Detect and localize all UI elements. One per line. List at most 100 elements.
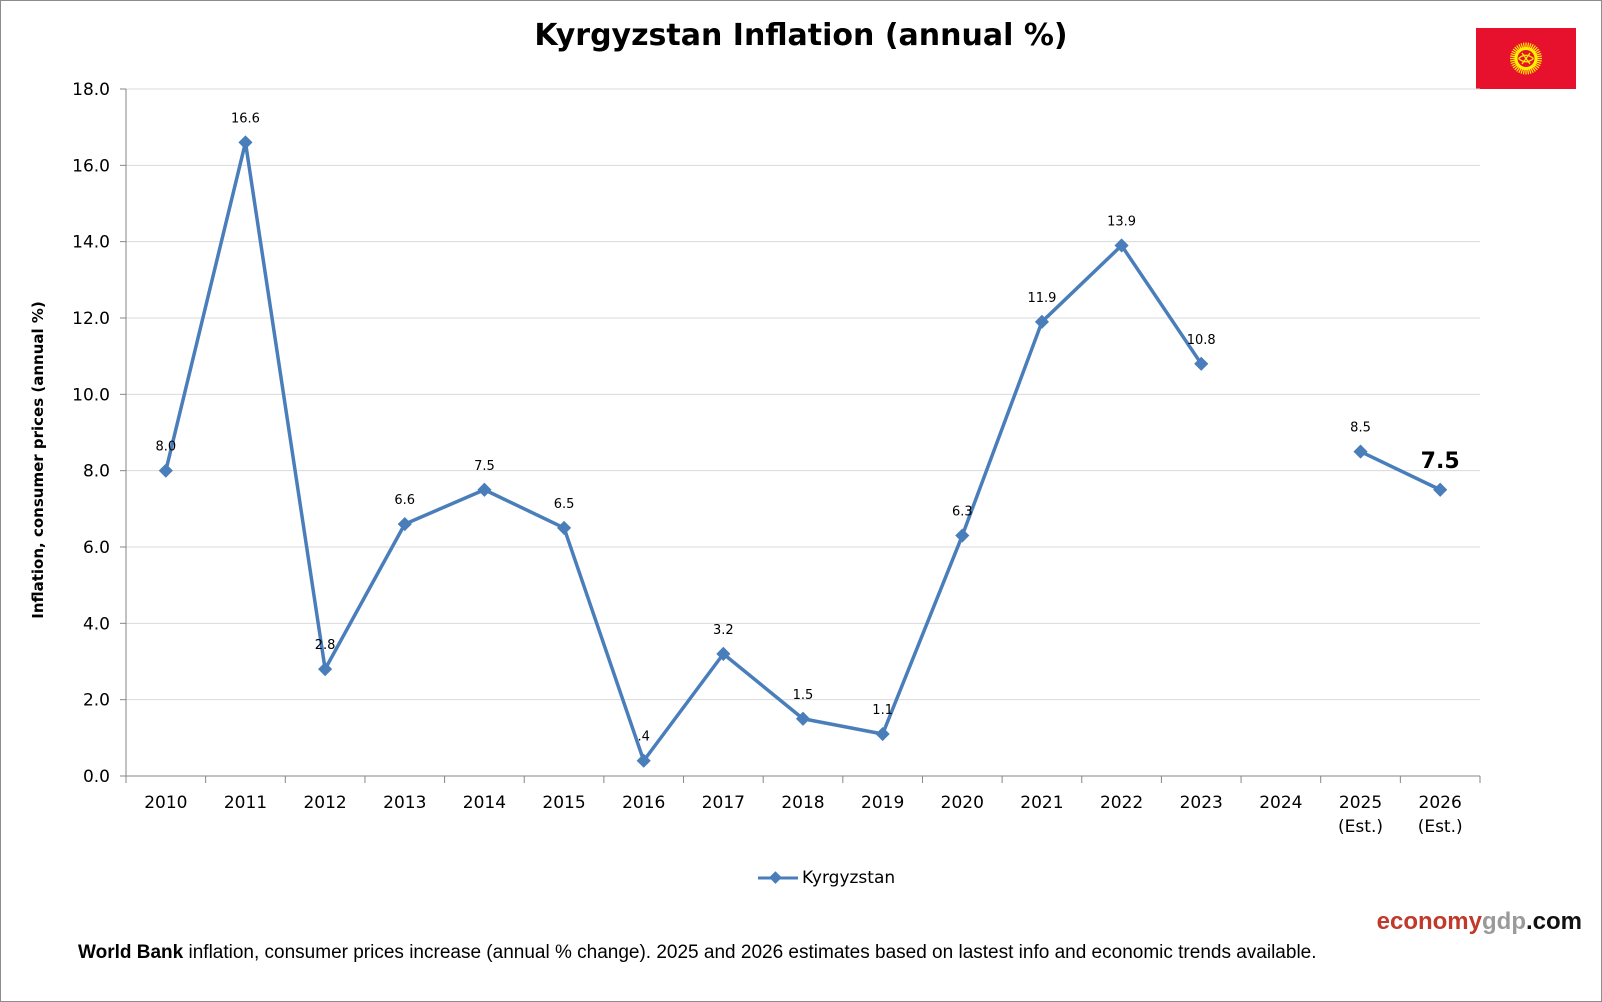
flag-ray — [1528, 43, 1532, 49]
flag-ray — [1536, 52, 1542, 56]
flag-ray — [1527, 42, 1530, 48]
data-label: 2.8 — [315, 638, 336, 653]
flag-ray — [1520, 68, 1524, 74]
data-label: 7.5 — [474, 459, 495, 474]
data-label: .4 — [638, 730, 650, 745]
x-tick-label: 2017 — [702, 793, 745, 813]
flag-ray — [1514, 46, 1519, 52]
data-label: 6.5 — [554, 497, 575, 512]
y-tick-label: 8.0 — [83, 462, 110, 482]
flag-ray — [1531, 45, 1536, 50]
y-tick-label: 0.0 — [83, 767, 110, 787]
flag-ray — [1516, 67, 1521, 72]
flag-ray — [1511, 50, 1517, 55]
x-tick-label: 2021 — [1020, 793, 1063, 813]
data-point — [716, 646, 731, 661]
data-point — [1114, 238, 1129, 253]
y-tick-label: 12.0 — [72, 309, 110, 329]
data-point — [1194, 356, 1209, 371]
data-point — [238, 135, 253, 150]
x-tick-label: 2025 — [1339, 793, 1382, 813]
flag-ray — [1512, 64, 1518, 69]
x-tick-label: 2016 — [622, 793, 665, 813]
data-label: 6.6 — [394, 493, 415, 508]
flag-ray — [1536, 59, 1542, 62]
data-label: 1.1 — [872, 703, 893, 718]
data-label: 11.9 — [1027, 291, 1056, 306]
data-label: 8.5 — [1350, 421, 1371, 436]
x-tick-label: 2014 — [463, 793, 506, 813]
y-tick-label: 2.0 — [83, 691, 110, 711]
x-tick-label: 2018 — [781, 793, 824, 813]
footnote: World Bank inflation, consumer prices in… — [78, 942, 1317, 964]
x-tick-label: 2013 — [383, 793, 426, 813]
x-tick-label: 2011 — [224, 793, 267, 813]
flag-ray — [1510, 61, 1516, 65]
flag-ray — [1527, 69, 1530, 75]
flag-ray — [1534, 48, 1540, 53]
x-tick-label: 2023 — [1180, 793, 1223, 813]
flag-ray — [1533, 65, 1538, 71]
footnote-source: World Bank — [78, 942, 184, 963]
data-point — [955, 528, 970, 543]
data-label: 1.5 — [793, 688, 814, 703]
flag-ray — [1530, 68, 1534, 74]
data-label: 6.3 — [952, 505, 973, 520]
kyrgyzstan-flag-icon — [1476, 28, 1576, 89]
flag-ray — [1535, 62, 1541, 67]
y-tick-label: 18.0 — [72, 80, 110, 100]
flag-ray — [1514, 65, 1519, 71]
y-tick-label: 10.0 — [72, 385, 110, 405]
y-tick-label: 4.0 — [83, 614, 110, 634]
flag-ray — [1510, 52, 1516, 56]
x-tick-label: 2022 — [1100, 793, 1143, 813]
data-point — [397, 517, 412, 532]
data-point — [875, 726, 890, 742]
flag-ray — [1518, 43, 1522, 49]
footnote-text: inflation, consumer prices increase (ann… — [183, 942, 1317, 963]
data-point — [1353, 444, 1368, 459]
flag-ray — [1534, 64, 1540, 69]
x-tick-label: 2010 — [144, 793, 187, 813]
y-tick-label: 6.0 — [83, 538, 110, 558]
data-label: 7.5 — [1421, 449, 1460, 474]
legend: Kyrgyzstan — [756, 868, 895, 888]
data-point — [477, 482, 492, 497]
legend-marker — [758, 871, 798, 884]
flag-ray — [1510, 55, 1516, 58]
data-point — [556, 520, 572, 535]
x-tick-label: 2026 — [1419, 793, 1462, 813]
y-tick-label: 14.0 — [72, 233, 110, 253]
x-tick-label: 2024 — [1259, 793, 1302, 813]
data-point — [1433, 482, 1448, 497]
flag-ray — [1536, 61, 1542, 65]
flag-ray — [1531, 67, 1536, 72]
chart-title: Kyrgyzstan Inflation (annual %) — [534, 18, 1068, 53]
legend-label: Kyrgyzstan — [802, 868, 896, 888]
series-line — [164, 140, 1203, 763]
data-label: 3.2 — [713, 623, 734, 638]
x-tick-label: 2012 — [303, 793, 346, 813]
data-point — [636, 753, 651, 768]
flag-ray — [1536, 55, 1542, 58]
data-label: 8.0 — [155, 440, 176, 455]
flag-ray — [1535, 50, 1541, 55]
flag-ray — [1518, 68, 1522, 74]
flag-ray — [1520, 43, 1524, 49]
data-point — [318, 662, 333, 677]
x-tick-label: 2020 — [941, 793, 984, 813]
data-point — [795, 711, 811, 726]
y-tick-label: 16.0 — [72, 156, 110, 176]
data-label: 10.8 — [1187, 333, 1216, 348]
flag-ray — [1528, 68, 1532, 74]
brand-watermark: economygdp.com — [1376, 908, 1582, 935]
data-label: 16.6 — [231, 111, 260, 126]
data-point — [1034, 314, 1050, 329]
flag-ray — [1512, 48, 1518, 53]
x-tick-label: (Est.) — [1418, 817, 1463, 837]
x-tick-label: (Est.) — [1338, 817, 1383, 837]
flag-ray — [1511, 62, 1517, 67]
flag-ray — [1530, 43, 1534, 49]
series-line — [1359, 450, 1441, 492]
